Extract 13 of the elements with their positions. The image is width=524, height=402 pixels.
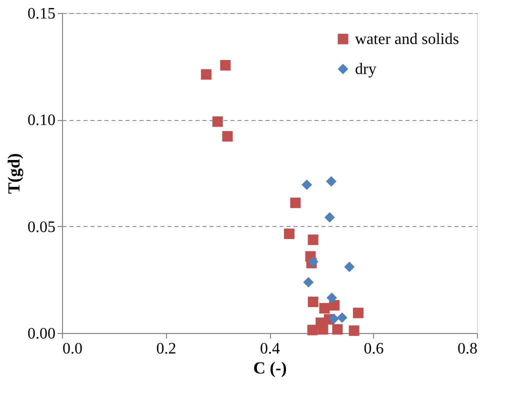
x-axis-title: C (-) [253,358,287,378]
legend-label: dry [355,61,376,78]
y-tick-label: 0.05 [28,218,56,236]
y-tick-label: 0.15 [28,6,56,22]
y-tick-label: 0.10 [28,112,56,130]
x-tick-label: 0.6 [364,340,384,358]
legend-label: water and solids [355,31,459,48]
x-tick-label: 0.4 [260,340,280,358]
y-tick-label: 0.00 [28,326,56,342]
x-tick-label: 0.0 [62,340,82,358]
x-tick-label: 0.8 [458,340,478,358]
x-tick-label: 0.2 [156,340,176,358]
y-axis-title: T(gd) [4,153,24,194]
